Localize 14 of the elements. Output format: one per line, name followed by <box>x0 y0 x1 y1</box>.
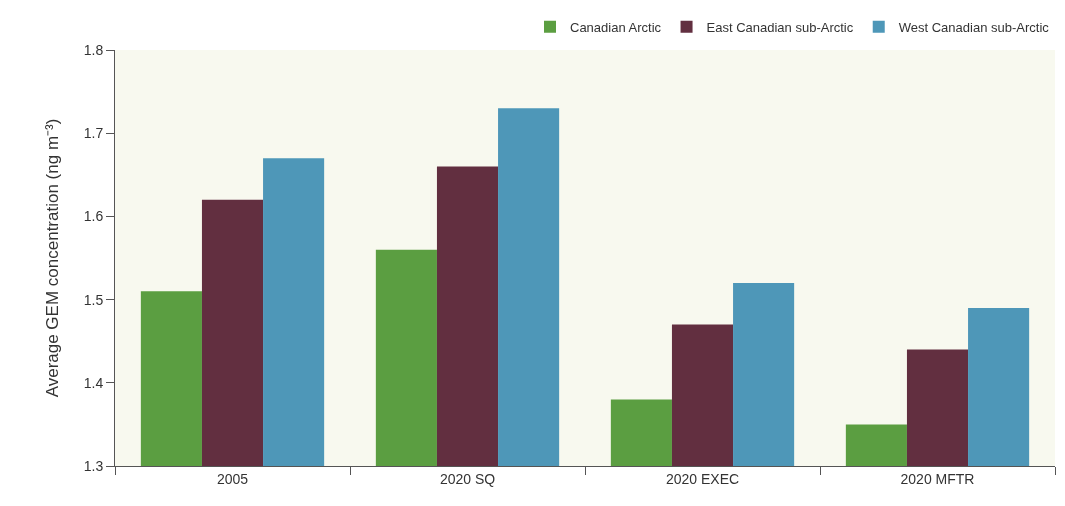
y-tick-label: 1.6 <box>83 208 104 225</box>
y-axis-title: Average GEM concentration (ng m⁻³) <box>43 118 63 398</box>
x-tick-label: 2020 MFTR <box>900 470 975 487</box>
legend-label: East Canadian sub-Arctic <box>706 19 854 35</box>
x-tick-label: 2005 <box>216 470 249 487</box>
legend-label: Canadian Arctic <box>570 19 662 35</box>
y-tick-label: 1.7 <box>83 125 104 142</box>
legend-label: West Canadian sub-Arctic <box>898 19 1050 35</box>
x-tick-label: 2020 EXEC <box>665 470 740 487</box>
y-tick-label: 1.4 <box>83 374 104 391</box>
y-tick-label: 1.8 <box>83 41 104 58</box>
x-tick-label: 2020 SQ <box>439 470 496 487</box>
y-tick-label: 1.3 <box>83 457 104 474</box>
y-tick-label: 1.5 <box>83 291 104 308</box>
